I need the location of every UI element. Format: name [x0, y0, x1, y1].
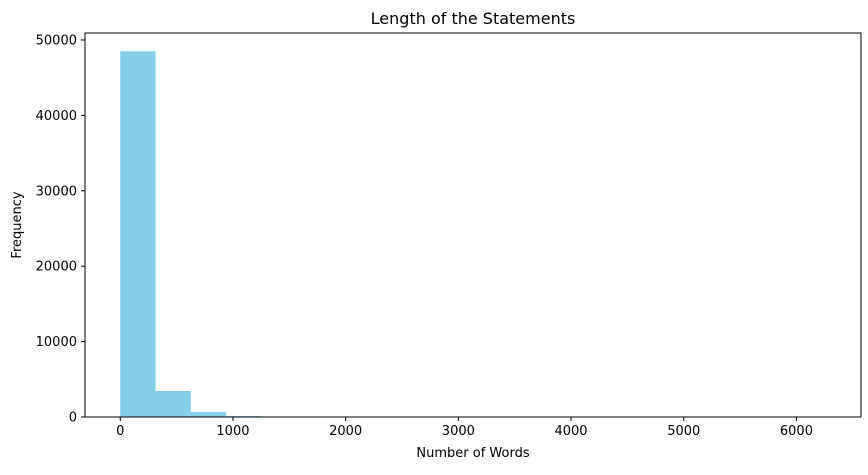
y-ticks-group: 0 10000 20000 30000 40000 50000	[36, 33, 85, 425]
y-tick-label: 20000	[36, 260, 77, 275]
x-tick-label: 4000	[554, 424, 587, 439]
histogram-bar	[120, 51, 155, 417]
x-ticks-group: 0 1000 2000 3000 4000 5000 6000	[116, 417, 813, 439]
chart-title: Length of the Statements	[371, 9, 576, 28]
y-tick-label: 40000	[36, 109, 77, 124]
x-tick-label: 5000	[667, 424, 700, 439]
histogram-bar	[156, 391, 191, 417]
y-tick-label: 50000	[36, 33, 77, 48]
y-tick-label: 10000	[36, 335, 77, 350]
y-tick-label: 30000	[36, 184, 77, 199]
x-axis-label: Number of Words	[416, 446, 529, 461]
bars-group	[120, 51, 825, 417]
x-tick-label: 0	[116, 424, 124, 439]
histogram-bar	[191, 412, 226, 417]
y-tick-label: 0	[69, 411, 77, 426]
y-axis-label: Frequency	[10, 191, 25, 258]
x-tick-label: 1000	[216, 424, 249, 439]
x-tick-label: 2000	[329, 424, 362, 439]
x-tick-label: 6000	[780, 424, 813, 439]
x-tick-label: 3000	[442, 424, 475, 439]
plot-frame	[85, 33, 861, 417]
